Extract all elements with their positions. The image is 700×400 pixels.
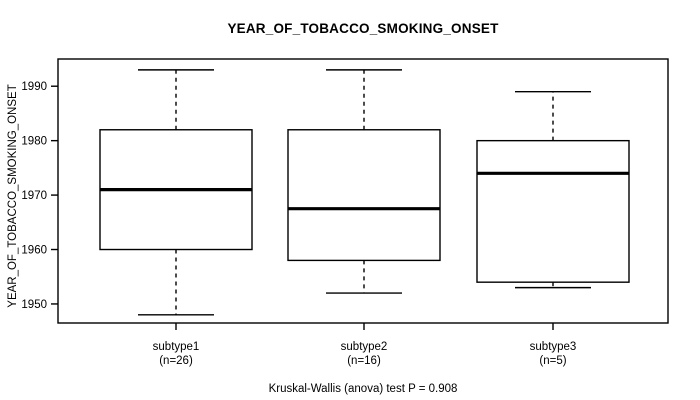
category-name: subtype2	[340, 341, 388, 353]
box-rect-subtype3	[476, 139, 630, 283]
y-tick-label: 1950	[21, 299, 47, 311]
category-label-subtype3: subtype3 (n=5)	[530, 340, 577, 368]
category-name: subtype3	[529, 341, 577, 353]
chart-title: YEAR_OF_TOBACCO_SMOKING_ONSET	[227, 21, 499, 36]
category-label-subtype2: subtype2 (n=16)	[341, 340, 388, 368]
y-tick-label: 1960	[21, 245, 47, 257]
category-name: subtype1	[152, 341, 200, 353]
y-tick-label: 1970	[21, 190, 47, 202]
category-n-count: (n=26)	[159, 355, 193, 367]
y-tick-label: 1980	[21, 136, 47, 148]
y-tick-label: 1990	[21, 81, 47, 93]
box-rect-subtype2	[287, 129, 441, 262]
category-n-count: (n=5)	[539, 355, 567, 367]
plot-border	[57, 58, 669, 324]
category-n-count: (n=16)	[347, 355, 381, 367]
category-label-subtype1: subtype1 (n=26)	[153, 340, 200, 368]
stat-test-annotation: Kruskal-Wallis (anova) test P = 0.908	[268, 383, 458, 395]
